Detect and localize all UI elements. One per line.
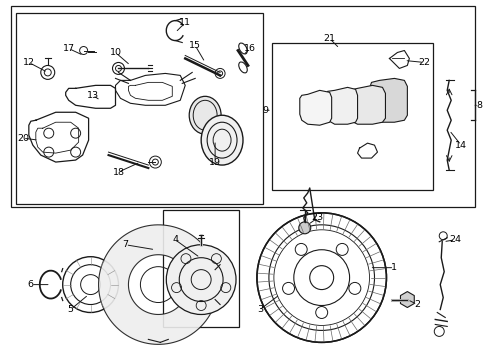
Circle shape [298,222,310,234]
Text: 1: 1 [390,263,397,272]
Text: 2: 2 [413,300,420,309]
Text: 18: 18 [112,167,124,176]
Polygon shape [99,225,212,345]
Polygon shape [299,90,331,125]
Bar [163,210,239,328]
Text: 24: 24 [448,235,460,244]
Text: 3: 3 [256,305,263,314]
Text: 9: 9 [262,106,267,115]
Text: 21: 21 [323,34,335,43]
Text: 5: 5 [67,305,74,314]
Ellipse shape [189,96,221,134]
Text: 17: 17 [62,44,75,53]
Text: 11: 11 [179,18,191,27]
Text: 10: 10 [109,48,121,57]
Text: 19: 19 [209,158,221,167]
Text: 23: 23 [311,213,323,222]
Text: 7: 7 [122,240,128,249]
Text: 15: 15 [189,41,201,50]
Text: 8: 8 [475,101,481,110]
Polygon shape [347,85,385,124]
Bar [271,42,432,190]
Polygon shape [324,87,357,124]
Text: 22: 22 [417,58,429,67]
Text: 13: 13 [86,91,99,100]
Text: 4: 4 [172,235,178,244]
Text: 6: 6 [28,280,34,289]
Text: 14: 14 [454,141,466,150]
Bar [16,13,263,204]
Text: 20: 20 [17,134,29,143]
Bar [11,6,474,207]
Polygon shape [369,78,407,122]
Ellipse shape [201,115,243,165]
Circle shape [166,245,236,315]
Text: 16: 16 [244,44,255,53]
Text: 12: 12 [23,58,35,67]
